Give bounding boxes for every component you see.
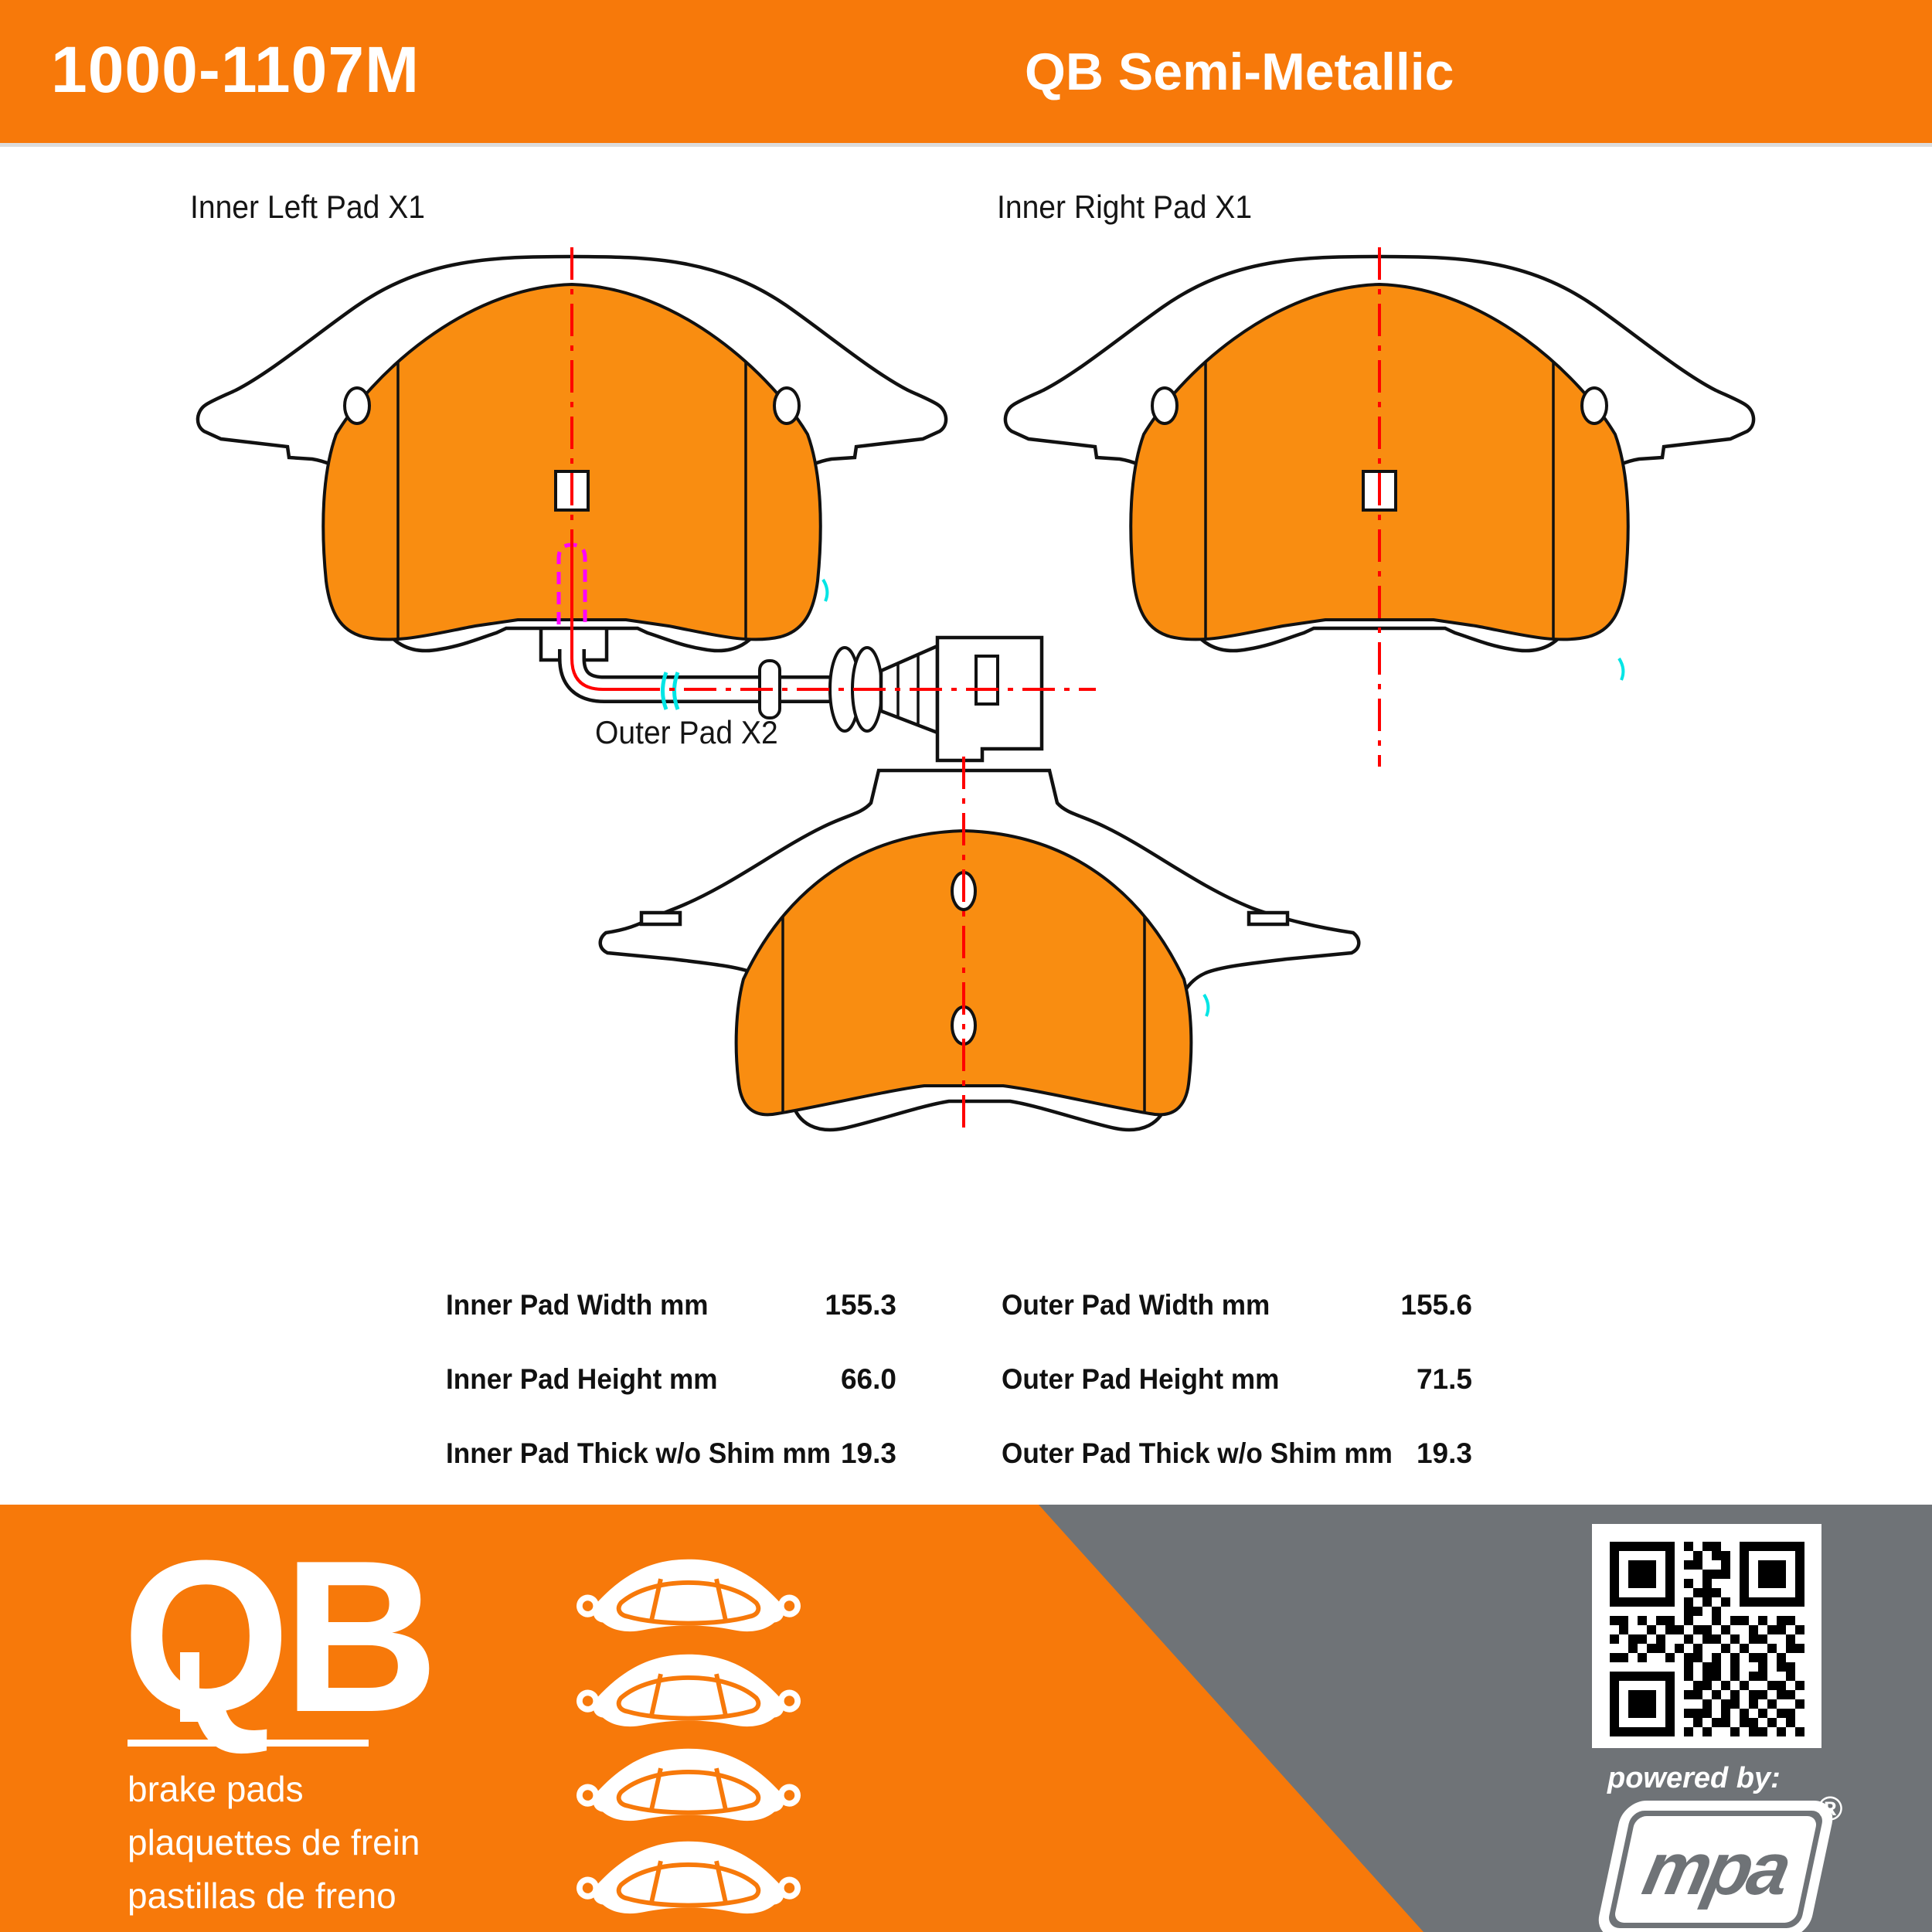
revision-tick (1202, 993, 1210, 1017)
spec-label: Outer Pad Thick w/o Shim mm (1002, 1437, 1393, 1469)
inner-right-pad-label: Inner Right Pad X1 (997, 189, 1253, 225)
spec-label: Inner Pad Height mm (446, 1363, 718, 1395)
spec-label: Outer Pad Width mm (1002, 1289, 1270, 1321)
qr-code (1610, 1542, 1804, 1736)
mpa-brand-text: mpa (1636, 1828, 1795, 1910)
spec-value: 155.6 (1400, 1289, 1472, 1321)
spec-value: 19.3 (840, 1437, 896, 1469)
mpa-logo: mpa (1594, 1801, 1837, 1932)
spec-value: 71.5 (1416, 1363, 1472, 1395)
qb-logo-descender (180, 1652, 199, 1722)
brake-pad-icon (576, 1740, 801, 1828)
spec-value: 66.0 (840, 1363, 896, 1395)
revision-tick (1617, 657, 1625, 681)
abutment-hole-left (343, 386, 371, 425)
brake-pad-icon (576, 1833, 801, 1921)
spec-label: Outer Pad Height mm (1002, 1363, 1280, 1395)
part-number: 1000-1107M (51, 33, 420, 106)
abutment-hole-right (773, 386, 801, 425)
brake-pad-icon (576, 1646, 801, 1734)
inner-left-pad-label: Inner Left Pad X1 (190, 189, 426, 225)
wing-notch-left (639, 910, 682, 927)
inner-left-pad-diagram (196, 247, 1096, 763)
wing-notch-right (1247, 910, 1290, 927)
centerline-wire (570, 554, 628, 691)
revision-tick (821, 578, 829, 602)
abutment-hole-right (1580, 386, 1608, 425)
powered-by-label: powered by: (1607, 1762, 1781, 1794)
tagline-es: pastillas de freno (128, 1876, 396, 1916)
qb-logo-underline (128, 1740, 369, 1747)
spec-label: Inner Pad Thick w/o Shim mm (446, 1437, 832, 1469)
spec-value: 155.3 (825, 1289, 896, 1321)
mpa-logo-inner: mpa (1613, 1816, 1818, 1923)
spec-label: Inner Pad Width mm (446, 1289, 709, 1321)
spec-value: 19.3 (1416, 1437, 1472, 1469)
tagline-fr: plaquettes de frein (128, 1822, 420, 1862)
header-bar (0, 0, 1932, 147)
outer-pad-label: Outer Pad X2 (595, 714, 778, 750)
registered-trademark-icon: ® (1818, 1790, 1843, 1828)
brake-pad-icon (576, 1551, 801, 1639)
inner-right-pad-diagram (1003, 247, 1756, 767)
abutment-hole-left (1151, 386, 1179, 425)
product-line-title: QB Semi-Metallic (1025, 43, 1454, 101)
connector-slot (975, 655, 999, 706)
tagline-en: brake pads (128, 1769, 304, 1809)
qb-logo: QB (122, 1516, 439, 1757)
outer-pad-diagram (598, 757, 1361, 1137)
